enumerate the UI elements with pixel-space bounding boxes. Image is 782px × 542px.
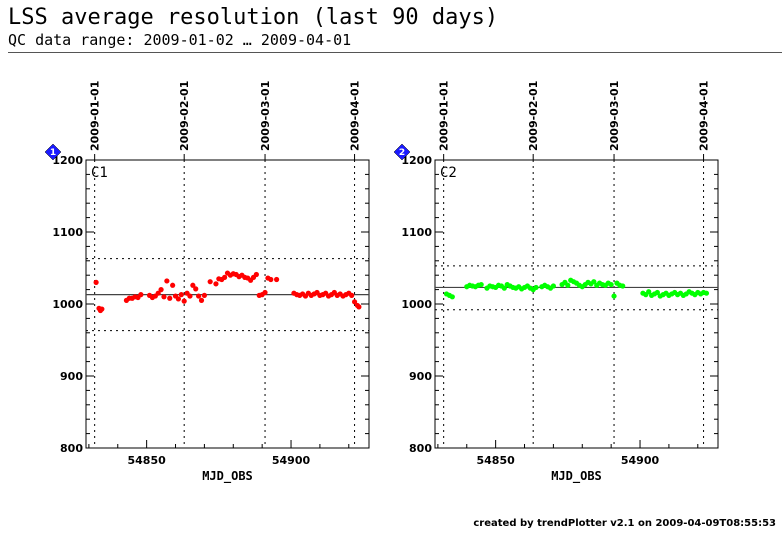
data-point xyxy=(198,297,205,303)
data-point xyxy=(550,283,556,289)
data-point xyxy=(565,282,571,288)
x-tick-label: 54900 xyxy=(272,454,311,467)
data-point xyxy=(654,289,660,296)
data-point xyxy=(187,293,193,299)
chart-panel-c1: 2009-01-01 2009-02-01 2009-03-01 2009-04-01… xyxy=(44,81,370,484)
date-tick-label: 2009-03-01 xyxy=(259,81,272,151)
y-tick-label: 1100 xyxy=(401,226,432,239)
panel-badge-number: 1 xyxy=(50,148,56,158)
y-tick-label: 800 xyxy=(60,442,83,455)
data-range-subtitle: QC data range: 2009-01-02 … 2009-04-01 xyxy=(8,31,352,49)
y-tick-label: 1100 xyxy=(52,226,83,239)
data-point xyxy=(178,292,184,298)
data-point xyxy=(703,290,710,296)
x-axis-label: MJD_OBS xyxy=(551,469,602,484)
plot-frame xyxy=(85,159,370,449)
date-tick-label: 2009-03-01 xyxy=(608,81,621,151)
y-tick-label: 900 xyxy=(409,370,432,383)
panel-label: C1 xyxy=(91,165,108,181)
data-point xyxy=(196,293,202,299)
data-point xyxy=(158,287,164,293)
data-point xyxy=(608,281,614,288)
data-point xyxy=(268,276,274,283)
panel-label: C2 xyxy=(440,165,457,181)
date-tick-label: 2009-01-01 xyxy=(89,81,102,151)
x-tick-label: 54900 xyxy=(621,454,660,467)
date-tick-label: 2009-02-01 xyxy=(178,81,191,151)
data-point xyxy=(167,295,173,301)
footer-credit: created by trendPlotter v2.1 on 2009-04-… xyxy=(473,518,776,529)
x-tick-label: 54850 xyxy=(128,454,167,467)
data-point xyxy=(190,282,196,288)
data-point xyxy=(175,296,182,302)
data-point xyxy=(181,298,187,304)
y-tick-label: 1000 xyxy=(52,298,83,311)
date-tick-label: 2009-04-01 xyxy=(349,81,362,151)
page-title: LSS average resolution (last 90 days) xyxy=(8,5,499,30)
data-point xyxy=(213,281,219,287)
data-point xyxy=(478,281,484,288)
data-point xyxy=(99,306,105,312)
date-tick-label: 2009-04-01 xyxy=(698,81,711,151)
data-point xyxy=(501,285,507,291)
data-point xyxy=(193,286,199,292)
data-point xyxy=(646,289,652,295)
data-point xyxy=(611,293,617,299)
date-tick-label: 2009-01-01 xyxy=(438,81,451,151)
data-point xyxy=(161,294,167,300)
x-axis-label: MJD_OBS xyxy=(202,469,253,484)
plot-frame xyxy=(434,159,719,449)
data-point xyxy=(201,292,207,298)
panel-badge xyxy=(44,143,62,161)
header-divider xyxy=(8,52,782,53)
data-point xyxy=(207,279,213,285)
data-point xyxy=(533,284,539,291)
data-point xyxy=(356,304,362,310)
date-tick-label: 2009-02-01 xyxy=(527,81,540,151)
data-point xyxy=(164,278,170,284)
data-point xyxy=(351,299,358,305)
y-tick-label: 1200 xyxy=(401,154,432,167)
data-point xyxy=(170,282,176,288)
panel-badge-number: 2 xyxy=(399,148,405,158)
data-point xyxy=(591,279,597,285)
data-point xyxy=(138,292,144,298)
y-tick-label: 1200 xyxy=(52,154,83,167)
y-tick-label: 900 xyxy=(60,370,83,383)
x-tick-label: 54850 xyxy=(477,454,516,467)
data-point xyxy=(93,279,99,285)
y-tick-label: 800 xyxy=(409,442,432,455)
data-point xyxy=(253,271,259,278)
data-point xyxy=(273,276,280,283)
data-point xyxy=(222,274,228,280)
data-point xyxy=(262,289,268,296)
data-point xyxy=(349,292,355,298)
chart-panel-c2: 2009-01-01 2009-02-01 2009-03-01 2009-04-01… xyxy=(393,81,719,484)
data-point xyxy=(155,290,161,296)
y-tick-label: 1000 xyxy=(401,298,432,311)
panel-badge xyxy=(393,143,411,161)
data-point xyxy=(449,294,455,300)
data-point xyxy=(620,283,626,289)
